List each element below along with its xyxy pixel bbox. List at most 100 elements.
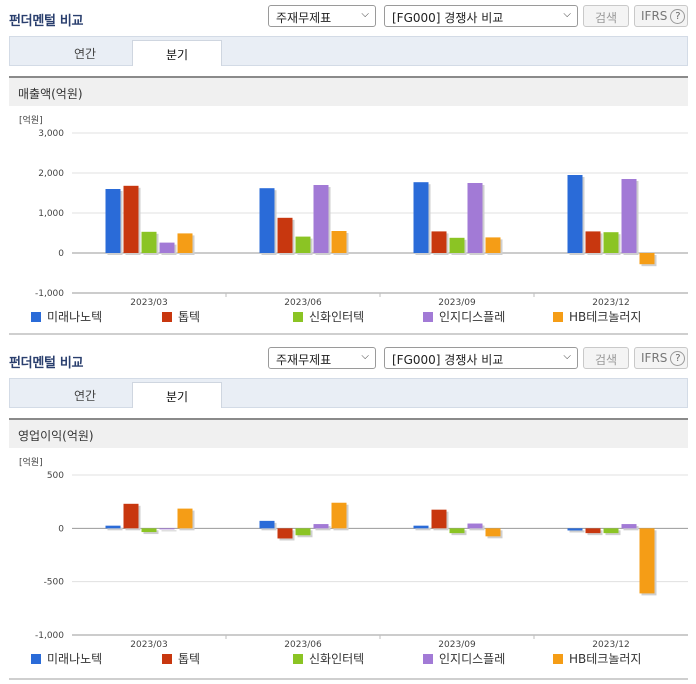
x-tick-label: 2023/12 [592, 298, 629, 308]
statement-type-value: 주재무제표 [276, 11, 332, 25]
bar [431, 509, 447, 529]
bar [259, 520, 275, 529]
bar [105, 189, 121, 253]
bar [413, 525, 429, 529]
bar [621, 524, 637, 529]
legend-swatch [423, 312, 433, 322]
bar [313, 524, 329, 529]
bar [413, 182, 429, 253]
bar [331, 231, 347, 253]
bar-shadow [569, 530, 585, 533]
x-tick-label: 2023/06 [284, 298, 322, 308]
bar [603, 232, 619, 253]
bar [585, 528, 601, 534]
x-tick-label: 2023/03 [130, 298, 167, 308]
panel-bottom-divider [9, 678, 688, 680]
y-tick-label: 0 [58, 524, 64, 534]
y-tick-label: 500 [47, 471, 64, 481]
bar [123, 185, 139, 253]
tab-annual[interactable]: 연간 [73, 47, 97, 61]
legend-label: 인지디스플레 [439, 310, 505, 324]
panel-header: 펀더멘털 비교 주재무제표 ⌵ [FG000] 경쟁사 비교 ⌵ 검색 IFRS… [0, 0, 696, 30]
fundamental-panel-revenue: 펀더멘털 비교 주재무제표 ⌵ [FG000] 경쟁사 비교 ⌵ 검색 IFRS… [0, 0, 696, 336]
bar [567, 528, 583, 531]
legend-swatch [553, 654, 563, 664]
bar [105, 525, 121, 529]
legend-label: 미래나노텍 [47, 652, 102, 666]
panel-header: 펀더멘털 비교 주재무제표 ⌵ [FG000] 경쟁사 비교 ⌵ 검색 IFRS… [0, 342, 696, 372]
bar-shadow [107, 527, 123, 531]
ifrs-help-button[interactable]: IFRS? [634, 5, 688, 27]
bar [123, 503, 139, 529]
peer-compare-select[interactable]: [FG000] 경쟁사 비교 ⌵ [384, 5, 578, 27]
tab-annual[interactable]: 연간 [73, 389, 97, 403]
fundamental-panel-operating-income: 펀더멘털 비교 주재무제표 ⌵ [FG000] 경쟁사 비교 ⌵ 검색 IFRS… [0, 342, 696, 682]
statement-type-select[interactable]: 주재무제표 ⌵ [268, 347, 376, 369]
bar [331, 502, 347, 529]
bar [141, 528, 157, 533]
unit-label: [억원] [19, 456, 43, 468]
bar [485, 237, 501, 253]
chevron-down-icon: ⌵ [361, 9, 369, 20]
bar [159, 528, 175, 530]
bar [567, 175, 583, 253]
operating-income-bar-chart: [억원] -1,000 -500 0 500 2023/03 2023/06 2023/09 2… [19, 456, 688, 666]
bar [141, 231, 157, 253]
period-tabs: 연간 분기 [9, 36, 688, 66]
bar [277, 217, 293, 253]
legend-label: 톱텍 [178, 310, 200, 324]
search-button[interactable]: 검색 [583, 5, 629, 27]
legend-swatch [31, 312, 41, 322]
bar [313, 185, 329, 253]
ifrs-help-button[interactable]: IFRS? [634, 347, 688, 369]
y-tick-label: 3,000 [38, 129, 64, 139]
legend-label: 인지디스플레 [439, 652, 505, 666]
legend-swatch [31, 654, 41, 664]
panel-title: 펀더멘털 비교 [9, 14, 84, 29]
bar [449, 528, 465, 534]
legend-label: HB테크놀러지 [569, 310, 641, 324]
bar [603, 528, 619, 534]
statement-type-select[interactable]: 주재무제표 ⌵ [268, 5, 376, 27]
tab-quarterly[interactable]: 분기 [132, 382, 222, 408]
tab-quarterly[interactable]: 분기 [132, 40, 222, 66]
peer-compare-select[interactable]: [FG000] 경쟁사 비교 ⌵ [384, 347, 578, 369]
y-tick-label: 2,000 [38, 169, 64, 179]
y-tick-label: 1,000 [38, 209, 64, 219]
bar [485, 528, 501, 537]
legend-swatch [553, 312, 563, 322]
bar [467, 523, 483, 529]
legend-label: 신화인터텍 [309, 310, 364, 324]
bar-shadow [143, 530, 159, 535]
x-tick-label: 2023/12 [592, 640, 629, 650]
legend-swatch [423, 654, 433, 664]
bar-shadow [415, 527, 431, 531]
chevron-down-icon: ⌵ [563, 351, 571, 362]
panel-title: 펀더멘털 비교 [9, 356, 84, 371]
section-title: 영업이익(억원) [9, 418, 688, 448]
section-title: 매출액(억원) [9, 76, 688, 106]
revenue-bar-chart: [억원] -1,000 0 1,000 2,000 3,000 2023/03 2023/06… [19, 114, 688, 324]
bar [449, 237, 465, 253]
unit-label: [억원] [19, 114, 43, 126]
bar [277, 528, 293, 539]
legend-label: 미래나노텍 [47, 310, 102, 324]
chevron-down-icon: ⌵ [563, 9, 571, 20]
legend-swatch [162, 312, 172, 322]
x-tick-label: 2023/03 [130, 640, 167, 650]
legend-label: HB테크놀러지 [569, 652, 641, 666]
bar [177, 233, 193, 253]
chevron-down-icon: ⌵ [361, 351, 369, 362]
help-icon: ? [670, 351, 686, 366]
legend-swatch [293, 654, 303, 664]
bar [639, 528, 655, 594]
peer-compare-value: [FG000] 경쟁사 비교 [392, 11, 504, 25]
search-button[interactable]: 검색 [583, 347, 629, 369]
bar [585, 231, 601, 253]
x-tick-label: 2023/09 [438, 640, 476, 650]
panel-bottom-divider [9, 333, 688, 335]
y-tick-label: -1,000 [35, 631, 64, 641]
bar [295, 528, 311, 536]
x-tick-label: 2023/09 [438, 298, 476, 308]
peer-compare-value: [FG000] 경쟁사 비교 [392, 353, 504, 367]
